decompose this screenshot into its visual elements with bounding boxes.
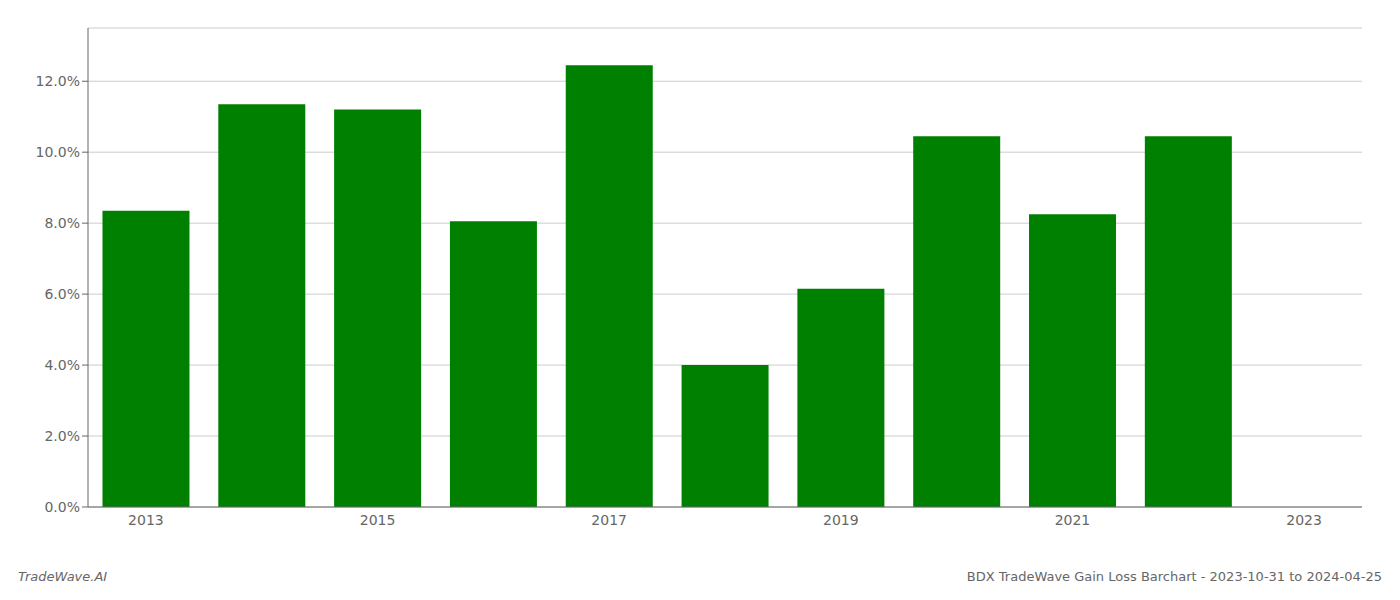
svg-text:2021: 2021 [1055, 512, 1091, 528]
html-text:BDX TradeWave Gain Loss Barcha: BDX TradeWave Gain Loss Barchart - 2023-… [966, 569, 1382, 584]
svg-text:2.0%: 2.0% [44, 428, 80, 444]
svg-text:6.0%: 6.0% [44, 286, 80, 302]
svg-text:10.0%: 10.0% [36, 144, 80, 160]
svg-text:4.0%: 4.0% [44, 357, 80, 373]
svg-text:12.0%: 12.0% [36, 73, 80, 89]
svg-text:2023: 2023 [1286, 512, 1322, 528]
html-text:TradeWave.AI: TradeWave.AI [18, 569, 108, 584]
svg-text:2015: 2015 [360, 512, 396, 528]
svg-text:2017: 2017 [591, 512, 627, 528]
svg-text:2013: 2013 [128, 512, 164, 528]
svg-text:2019: 2019 [823, 512, 859, 528]
svg-text:8.0%: 8.0% [44, 215, 80, 231]
svg-text:0.0%: 0.0% [44, 499, 80, 515]
